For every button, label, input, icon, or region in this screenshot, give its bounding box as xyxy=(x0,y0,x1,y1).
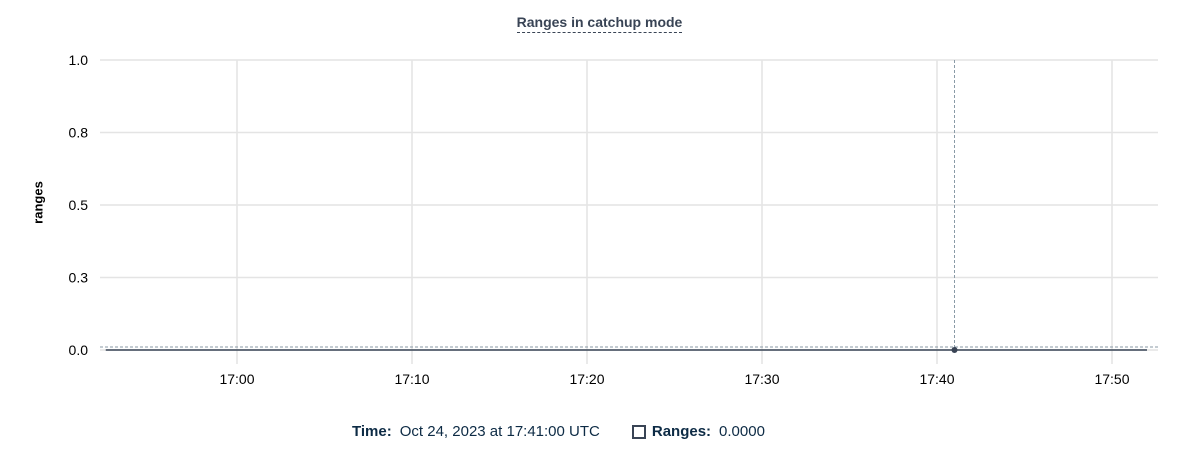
x-tick-label: 17:30 xyxy=(744,371,779,387)
time-value: Oct 24, 2023 at 17:41:00 UTC xyxy=(399,423,600,440)
hover-data-point xyxy=(951,347,958,353)
series-toggle-checkbox[interactable] xyxy=(631,424,646,439)
series-value: 0.0000 xyxy=(719,423,765,440)
series-label: Ranges: xyxy=(651,423,712,440)
y-tick-label: 0.8 xyxy=(69,125,89,141)
x-tick-label: 17:00 xyxy=(219,371,254,387)
y-tick-label: 0.0 xyxy=(69,342,89,358)
y-tick-label: 1.0 xyxy=(69,52,89,68)
x-tick-label: 17:10 xyxy=(394,371,429,387)
y-tick-label: 0.3 xyxy=(69,270,89,286)
x-tick-label: 17:20 xyxy=(569,371,604,387)
x-tick-label: 17:40 xyxy=(919,371,954,387)
x-tick-label: 17:50 xyxy=(1094,371,1129,387)
time-label: Time: xyxy=(352,423,392,440)
y-tick-label: 0.5 xyxy=(69,197,89,213)
hover-legend: Time: Oct 24, 2023 at 17:41:00 UTC Range… xyxy=(352,423,765,440)
chart-title[interactable]: Ranges in catchup mode xyxy=(0,14,1199,33)
